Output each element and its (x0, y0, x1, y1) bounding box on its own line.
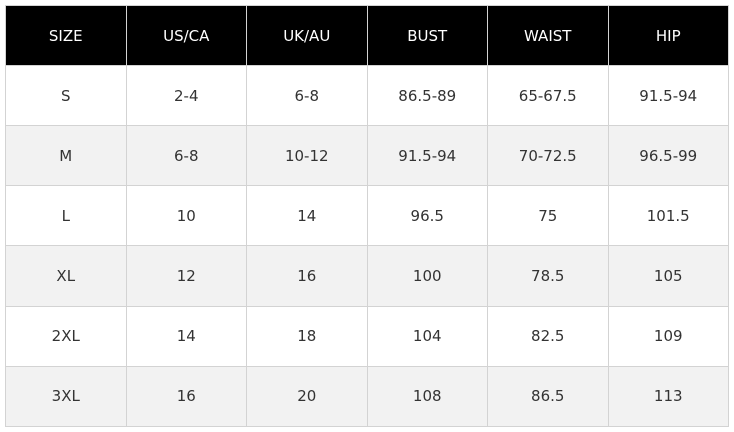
header-waist: WAIST (487, 5, 609, 66)
cell-size: S (5, 64, 127, 127)
cell-size: XL (5, 245, 127, 307)
table-row: S 2-4 6-8 86.5-89 65-67.5 91.5-94 (5, 64, 729, 127)
cell-bust: 104 (366, 305, 488, 367)
table-row: 2XL 14 18 104 82.5 109 (5, 305, 729, 367)
cell-us-ca: 16 (125, 365, 247, 428)
cell-size: 3XL (5, 365, 127, 428)
cell-waist: 78.5 (487, 245, 609, 307)
cell-us-ca: 10 (125, 185, 247, 247)
table-row: L 10 14 96.5 75 101.5 (5, 185, 729, 247)
cell-uk-au: 16 (246, 245, 368, 307)
header-size: SIZE (5, 5, 127, 66)
cell-size: M (5, 125, 127, 187)
cell-us-ca: 12 (125, 245, 247, 307)
table-row: M 6-8 10-12 91.5-94 70-72.5 96.5-99 (5, 125, 729, 187)
cell-hip: 109 (607, 305, 729, 367)
cell-bust: 100 (366, 245, 488, 307)
cell-bust: 91.5-94 (366, 125, 488, 187)
cell-hip: 113 (607, 365, 729, 428)
cell-waist: 75 (487, 185, 609, 247)
size-chart-table: SIZE US/CA UK/AU BUST WAIST HIP S 2-4 6-… (5, 5, 729, 428)
header-row: SIZE US/CA UK/AU BUST WAIST HIP (5, 5, 729, 66)
table-row: XL 12 16 100 78.5 105 (5, 245, 729, 307)
cell-waist: 86.5 (487, 365, 609, 428)
size-chart-header: SIZE US/CA UK/AU BUST WAIST HIP (5, 5, 729, 66)
cell-waist: 82.5 (487, 305, 609, 367)
cell-uk-au: 14 (246, 185, 368, 247)
size-chart-body: S 2-4 6-8 86.5-89 65-67.5 91.5-94 M 6-8 … (5, 64, 729, 428)
cell-hip: 101.5 (607, 185, 729, 247)
cell-waist: 70-72.5 (487, 125, 609, 187)
cell-us-ca: 2-4 (125, 64, 247, 127)
cell-bust: 108 (366, 365, 488, 428)
cell-us-ca: 14 (125, 305, 247, 367)
header-uk-au: UK/AU (246, 5, 368, 66)
cell-size: L (5, 185, 127, 247)
cell-uk-au: 10-12 (246, 125, 368, 187)
cell-bust: 96.5 (366, 185, 488, 247)
cell-us-ca: 6-8 (125, 125, 247, 187)
header-hip: HIP (607, 5, 729, 66)
cell-hip: 105 (607, 245, 729, 307)
cell-bust: 86.5-89 (366, 64, 488, 127)
cell-hip: 96.5-99 (607, 125, 729, 187)
cell-uk-au: 20 (246, 365, 368, 428)
cell-uk-au: 18 (246, 305, 368, 367)
table-row: 3XL 16 20 108 86.5 113 (5, 365, 729, 428)
cell-uk-au: 6-8 (246, 64, 368, 127)
cell-waist: 65-67.5 (487, 64, 609, 127)
header-bust: BUST (366, 5, 488, 66)
header-us-ca: US/CA (125, 5, 247, 66)
cell-hip: 91.5-94 (607, 64, 729, 127)
cell-size: 2XL (5, 305, 127, 367)
